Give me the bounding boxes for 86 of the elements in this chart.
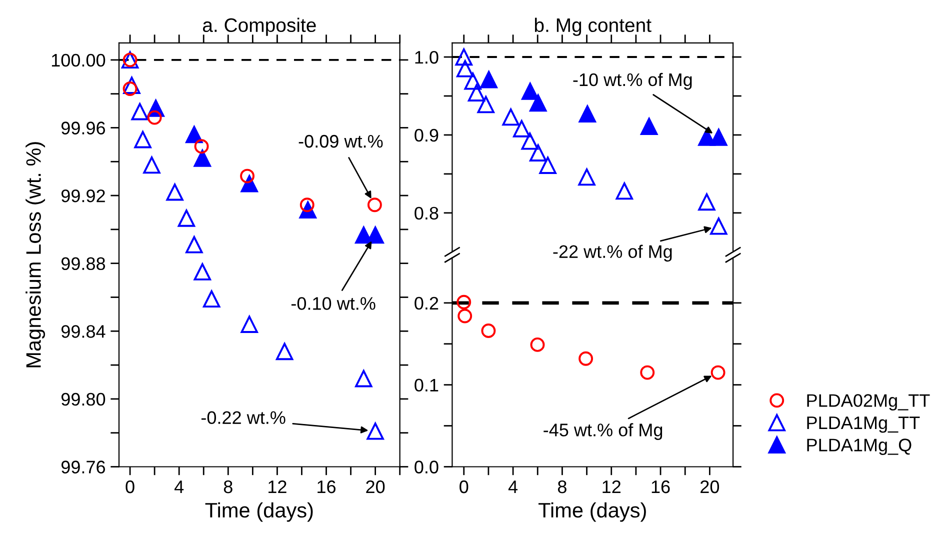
point bbox=[202, 290, 220, 308]
point bbox=[481, 324, 496, 338]
legend-label: PLDA1Mg_Q bbox=[807, 438, 912, 455]
y-tick-label: 99.96 bbox=[61, 122, 106, 134]
chart-title: a. Composite bbox=[202, 18, 316, 36]
x-tick-label: 4 bbox=[508, 480, 518, 494]
point bbox=[640, 118, 658, 135]
point bbox=[355, 370, 372, 388]
point bbox=[276, 342, 294, 360]
point bbox=[464, 72, 482, 90]
point bbox=[186, 236, 203, 254]
x-tick-label: 16 bbox=[652, 480, 670, 494]
point bbox=[710, 365, 726, 380]
x-tick-label: 4 bbox=[174, 480, 184, 494]
point bbox=[194, 263, 212, 280]
y-tick-label: 100.00 bbox=[52, 54, 106, 67]
point bbox=[178, 210, 196, 227]
y-tick-label: 99.88 bbox=[61, 257, 106, 270]
legend-label: PLDA02Mg_TT bbox=[807, 394, 930, 410]
point bbox=[578, 351, 594, 366]
point bbox=[123, 76, 140, 94]
annotation: -10 wt.% of Mg bbox=[573, 72, 692, 90]
point bbox=[456, 294, 472, 310]
x-tick-label: 12 bbox=[602, 480, 620, 494]
point bbox=[468, 84, 486, 102]
point bbox=[455, 48, 472, 66]
point bbox=[539, 156, 556, 174]
point bbox=[710, 128, 728, 146]
y-tick-label: 0.8 bbox=[414, 206, 438, 220]
x-tick-label: 20 bbox=[700, 480, 720, 494]
point bbox=[502, 108, 520, 126]
y-tick-label: 99.84 bbox=[61, 325, 106, 338]
point bbox=[194, 139, 209, 154]
point bbox=[529, 94, 547, 112]
y-tick-label: 0.2 bbox=[414, 296, 438, 310]
point bbox=[458, 308, 472, 324]
point bbox=[143, 156, 160, 174]
y-tick-label: 99.76 bbox=[61, 460, 106, 474]
x-tick-label: 0 bbox=[460, 480, 468, 494]
y-tick-label: 0.9 bbox=[414, 128, 438, 142]
point bbox=[477, 96, 494, 114]
y-tick-label: 0.1 bbox=[414, 378, 438, 392]
point bbox=[710, 218, 728, 235]
point bbox=[513, 120, 530, 138]
point bbox=[698, 193, 716, 211]
point bbox=[616, 182, 634, 200]
point bbox=[578, 168, 596, 186]
point bbox=[147, 110, 162, 125]
annotation: -22 wt.% of Mg bbox=[553, 244, 672, 262]
x-tick-label: 8 bbox=[224, 480, 232, 494]
x-tick-label: 0 bbox=[126, 480, 134, 494]
y-tick-label: 99.80 bbox=[61, 392, 106, 406]
legend-label: PLDA1Mg_TT bbox=[807, 416, 920, 433]
chart-title: b. Mg content bbox=[534, 18, 652, 36]
x-tick-label: 12 bbox=[268, 480, 286, 494]
point bbox=[529, 144, 547, 162]
point bbox=[521, 132, 538, 150]
point bbox=[194, 150, 212, 167]
point bbox=[240, 175, 258, 192]
point bbox=[166, 184, 184, 201]
point bbox=[522, 82, 539, 100]
point bbox=[240, 316, 258, 333]
point bbox=[134, 130, 152, 148]
point bbox=[131, 103, 148, 120]
y-axis-title: Magnesium Loss (wt. %) bbox=[26, 142, 46, 368]
point bbox=[480, 70, 498, 88]
x-tick-label: 20 bbox=[366, 480, 385, 494]
point bbox=[367, 198, 382, 212]
x-tick-label: 16 bbox=[318, 480, 336, 494]
annotation: -0.10 wt.% bbox=[291, 297, 376, 310]
annotation: -0.09 wt.% bbox=[298, 134, 383, 148]
y-tick-label: 1.0 bbox=[415, 50, 438, 64]
x-axis-title: Time (days) bbox=[538, 502, 646, 522]
point bbox=[530, 337, 545, 352]
point bbox=[640, 365, 655, 380]
point bbox=[186, 126, 203, 144]
annotation: -0.22 wt.% bbox=[201, 411, 286, 424]
x-tick-label: 8 bbox=[558, 480, 566, 494]
y-tick-label: 0.0 bbox=[414, 460, 438, 474]
point bbox=[456, 60, 474, 78]
x-axis-title: Time (days) bbox=[205, 502, 313, 522]
annotation: -45 wt.% of Mg bbox=[544, 423, 662, 440]
y-tick-label: 99.92 bbox=[61, 189, 105, 202]
point bbox=[578, 105, 596, 123]
point bbox=[366, 422, 384, 440]
point bbox=[366, 226, 384, 244]
